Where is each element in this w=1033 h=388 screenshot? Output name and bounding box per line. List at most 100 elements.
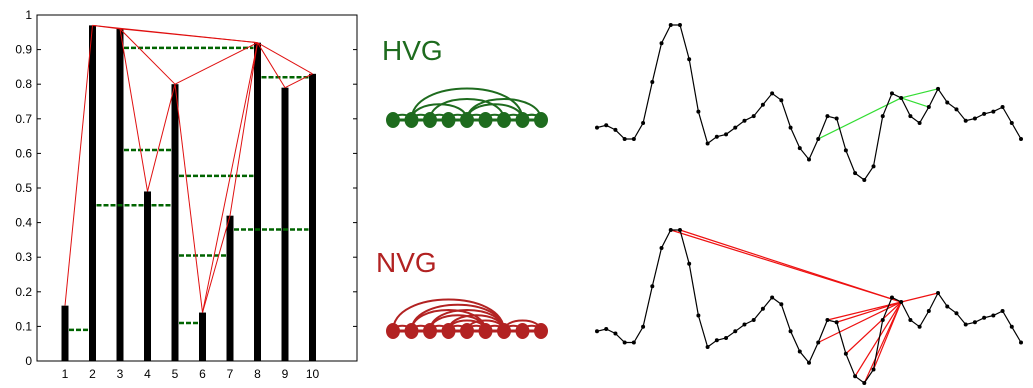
- x-tick-label: 1: [62, 367, 69, 381]
- series-point: [797, 146, 802, 151]
- series-point: [1009, 324, 1014, 329]
- series-point: [733, 329, 738, 334]
- graph-node: [423, 323, 437, 339]
- bar: [171, 84, 179, 361]
- series-point: [622, 136, 627, 141]
- visibility-link: [257, 42, 286, 88]
- series-point: [982, 315, 987, 320]
- bar: [226, 215, 234, 361]
- series-point: [880, 114, 885, 119]
- bar: [116, 28, 124, 362]
- series-point: [751, 318, 756, 322]
- graph-node: [515, 112, 530, 128]
- series-point: [945, 100, 950, 105]
- series-point: [659, 41, 664, 46]
- visibility-link: [147, 84, 176, 192]
- visibility-link: [854, 301, 902, 377]
- series-point: [1009, 121, 1014, 126]
- graph-node: [534, 112, 548, 128]
- series-point: [807, 157, 811, 162]
- visibility-link: [900, 97, 930, 108]
- y-tick-label: 0.4: [15, 216, 32, 230]
- series-point: [825, 114, 830, 119]
- series-point: [677, 228, 682, 232]
- series-point: [770, 91, 775, 96]
- x-tick-label: 10: [306, 367, 320, 381]
- series-point: [714, 134, 719, 139]
- visibility-link: [670, 229, 902, 303]
- series-point: [641, 324, 646, 329]
- series-point: [936, 291, 941, 295]
- bar: [144, 191, 151, 361]
- series-point: [843, 148, 848, 153]
- series-point: [650, 79, 655, 84]
- visibility-link: [827, 301, 902, 321]
- visibility-link: [174, 42, 258, 85]
- nvg-block: NVG: [376, 247, 548, 339]
- x-tick-label: 5: [172, 367, 179, 381]
- series-point: [853, 171, 858, 176]
- series-point: [936, 86, 941, 91]
- bar: [254, 42, 261, 362]
- series-point: [1019, 136, 1023, 141]
- series-point: [889, 91, 894, 96]
- graph-node: [441, 323, 456, 339]
- series-point: [908, 318, 913, 322]
- series-point: [650, 284, 655, 289]
- series-point: [631, 136, 636, 141]
- y-tick-label: 0: [25, 354, 32, 368]
- series-point: [926, 105, 931, 110]
- series-point: [696, 109, 701, 114]
- series-point: [770, 295, 775, 300]
- hvg-graph: [386, 87, 548, 128]
- bar: [199, 312, 206, 361]
- series-point: [963, 118, 968, 123]
- series-point: [972, 116, 977, 121]
- visibility-link: [64, 25, 93, 306]
- visibility-link: [119, 28, 258, 44]
- graph-node: [423, 112, 437, 128]
- visibility-link: [119, 28, 176, 85]
- hvg-label: HVG: [382, 35, 443, 66]
- series-point: [705, 345, 710, 349]
- graph-node: [404, 112, 419, 128]
- timeseries-nvg: [595, 228, 1023, 385]
- visibility-link: [836, 301, 902, 323]
- series-point: [862, 381, 867, 385]
- bar-chart: 0 0.1 0.2 0.3 0.4 0.5 0.6 0.7 0.8 0.9 1 1 2 3 4 5 6 7 8 9 10: [15, 8, 358, 381]
- series-point: [871, 164, 876, 169]
- series-point: [631, 340, 636, 345]
- x-tick-label: 9: [282, 367, 289, 381]
- series-point: [991, 313, 996, 318]
- graph-node: [534, 323, 548, 339]
- graph-node: [460, 323, 474, 339]
- series-point: [880, 318, 885, 322]
- visibility-link: [845, 301, 902, 355]
- series-point: [825, 318, 830, 322]
- bar: [281, 87, 289, 361]
- series-point: [834, 320, 839, 325]
- series-point: [604, 123, 609, 128]
- x-tick-label: 6: [199, 367, 206, 381]
- visibility-link: [202, 215, 231, 313]
- series-point: [779, 302, 784, 307]
- series-point: [760, 102, 765, 107]
- series-point: [724, 336, 729, 340]
- graph-node: [515, 323, 530, 339]
- visibility-link: [257, 42, 313, 75]
- series-point: [788, 329, 793, 334]
- visibility-link: [817, 97, 902, 140]
- series-point: [613, 127, 618, 132]
- graph-node: [460, 112, 474, 128]
- series-point: [926, 309, 931, 313]
- series-line: [596, 24, 1022, 181]
- series-point: [604, 327, 609, 331]
- series-point: [1000, 105, 1005, 110]
- timeseries-hvg: [595, 23, 1023, 182]
- visibility-link: [119, 28, 148, 192]
- series-point: [788, 125, 793, 130]
- series-point: [751, 114, 756, 119]
- series-point: [760, 306, 765, 311]
- series-point: [899, 300, 904, 304]
